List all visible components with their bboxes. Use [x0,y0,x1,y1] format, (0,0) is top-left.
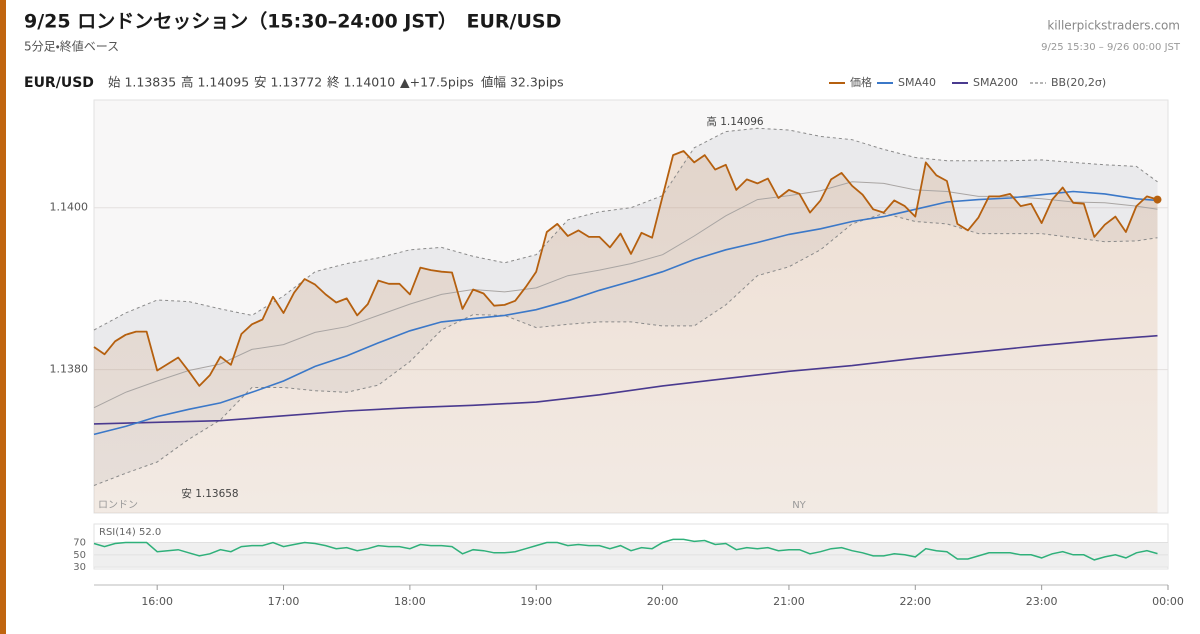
symbol: EUR/USD [24,75,94,91]
x-tick-label: 23:00 [1026,595,1058,608]
x-tick-label: 21:00 [773,595,805,608]
legend-label: 価格 [850,75,872,89]
x-tick-label: 19:00 [520,595,552,608]
stat-low: 安 1.13772 [254,75,322,90]
subtitle: 5分足・終値ベース [24,39,119,54]
price-line [93,150,1158,387]
low-annotation: 安 1.13658 [181,488,238,500]
y-tick-label: 1.1380 [50,363,89,376]
stat-open: 始 1.13835 [108,75,176,90]
x-tick-label: 16:00 [141,595,173,608]
rsi-title: RSI(14) 52.0 [99,527,161,538]
last-price-dot [1153,195,1162,204]
bb-lower [93,212,1158,486]
time-range: 9/25 15:30 – 9/26 00:00 JST [1041,42,1181,53]
site-name: killerpickstraders.com [1047,19,1180,33]
sma40-line [93,190,1158,436]
legend-label: SMA40 [898,76,936,89]
high-annotation: 高 1.14096 [706,115,764,128]
accent-bar [0,0,6,634]
stat-high: 高 1.14095 [181,75,249,90]
x-tick-label: 18:00 [394,595,426,608]
sma200-line [93,334,1158,425]
rsi-tick-label: 70 [73,537,86,548]
session-label: NY [792,500,806,511]
y-tick-label: 1.1400 [50,201,89,214]
rsi-tick-label: 30 [73,562,86,573]
x-tick-label: 17:00 [268,595,300,608]
session-label: ロンドン [98,500,138,511]
x-tick-label: 00:00 [1152,595,1184,608]
rsi-tick-label: 50 [73,550,86,561]
legend-label: SMA200 [973,76,1018,89]
page-title: 9/25 ロンドンセッション（15:30–24:00 JST） EUR/USD [24,10,561,33]
stat-close: 終 1.14010 [327,75,395,90]
x-tick-label: 20:00 [647,595,679,608]
rsi-line [93,538,1158,561]
stat-change: ▲+17.5pips [400,75,474,90]
bb-upper [93,127,1158,331]
x-tick-label: 22:00 [899,595,931,608]
legend-label: BB(20,2σ) [1051,76,1106,89]
stat-range: 値幅 32.3pips [481,75,564,90]
price-area [94,151,1158,513]
